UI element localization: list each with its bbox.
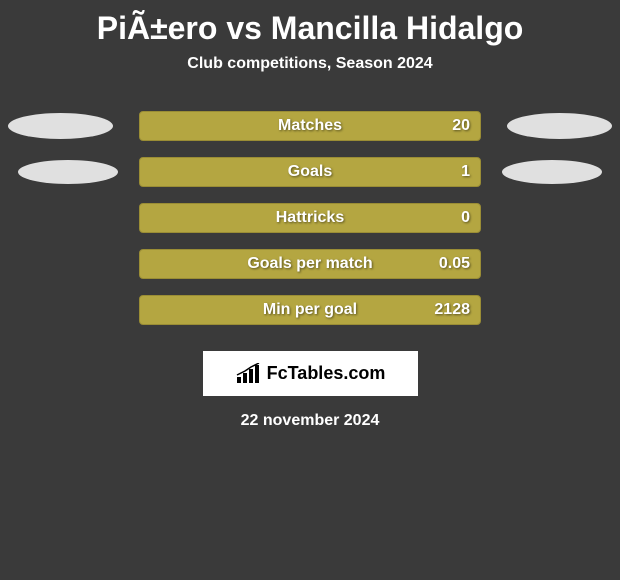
stat-label: Matches bbox=[278, 117, 342, 135]
comparison-title: PiÃ±ero vs Mancilla Hidalgo bbox=[0, 0, 620, 55]
stat-row-hattricks: Hattricks 0 bbox=[0, 195, 620, 241]
stat-row-goals-per-match: Goals per match 0.05 bbox=[0, 241, 620, 287]
right-player-marker bbox=[507, 113, 612, 139]
chart-icon bbox=[235, 363, 261, 385]
stat-value: 20 bbox=[452, 117, 470, 135]
left-player-marker bbox=[8, 113, 113, 139]
stat-value: 2128 bbox=[434, 301, 470, 319]
stat-row-min-per-goal: Min per goal 2128 bbox=[0, 287, 620, 333]
stat-row-matches: Matches 20 bbox=[0, 103, 620, 149]
stat-label: Min per goal bbox=[263, 301, 357, 319]
stat-bar-goals-per-match: Goals per match 0.05 bbox=[139, 249, 481, 279]
logo-text: FcTables.com bbox=[267, 363, 386, 384]
date-text: 22 november 2024 bbox=[0, 412, 620, 430]
stats-container: Matches 20 Goals 1 Hattricks 0 Goals per… bbox=[0, 103, 620, 333]
fctables-logo-box[interactable]: FcTables.com bbox=[203, 351, 418, 396]
stat-bar-goals: Goals 1 bbox=[139, 157, 481, 187]
left-player-marker bbox=[18, 160, 118, 184]
stat-bar-min-per-goal: Min per goal 2128 bbox=[139, 295, 481, 325]
stat-value: 1 bbox=[461, 163, 470, 181]
stat-label: Goals bbox=[288, 163, 332, 181]
stat-bar-matches: Matches 20 bbox=[139, 111, 481, 141]
stat-label: Goals per match bbox=[247, 255, 372, 273]
right-player-marker bbox=[502, 160, 602, 184]
stat-row-goals: Goals 1 bbox=[0, 149, 620, 195]
stat-value: 0.05 bbox=[439, 255, 470, 273]
stat-bar-hattricks: Hattricks 0 bbox=[139, 203, 481, 233]
stat-value: 0 bbox=[461, 209, 470, 227]
stat-label: Hattricks bbox=[276, 209, 344, 227]
comparison-subtitle: Club competitions, Season 2024 bbox=[0, 55, 620, 103]
logo-content: FcTables.com bbox=[235, 363, 386, 385]
